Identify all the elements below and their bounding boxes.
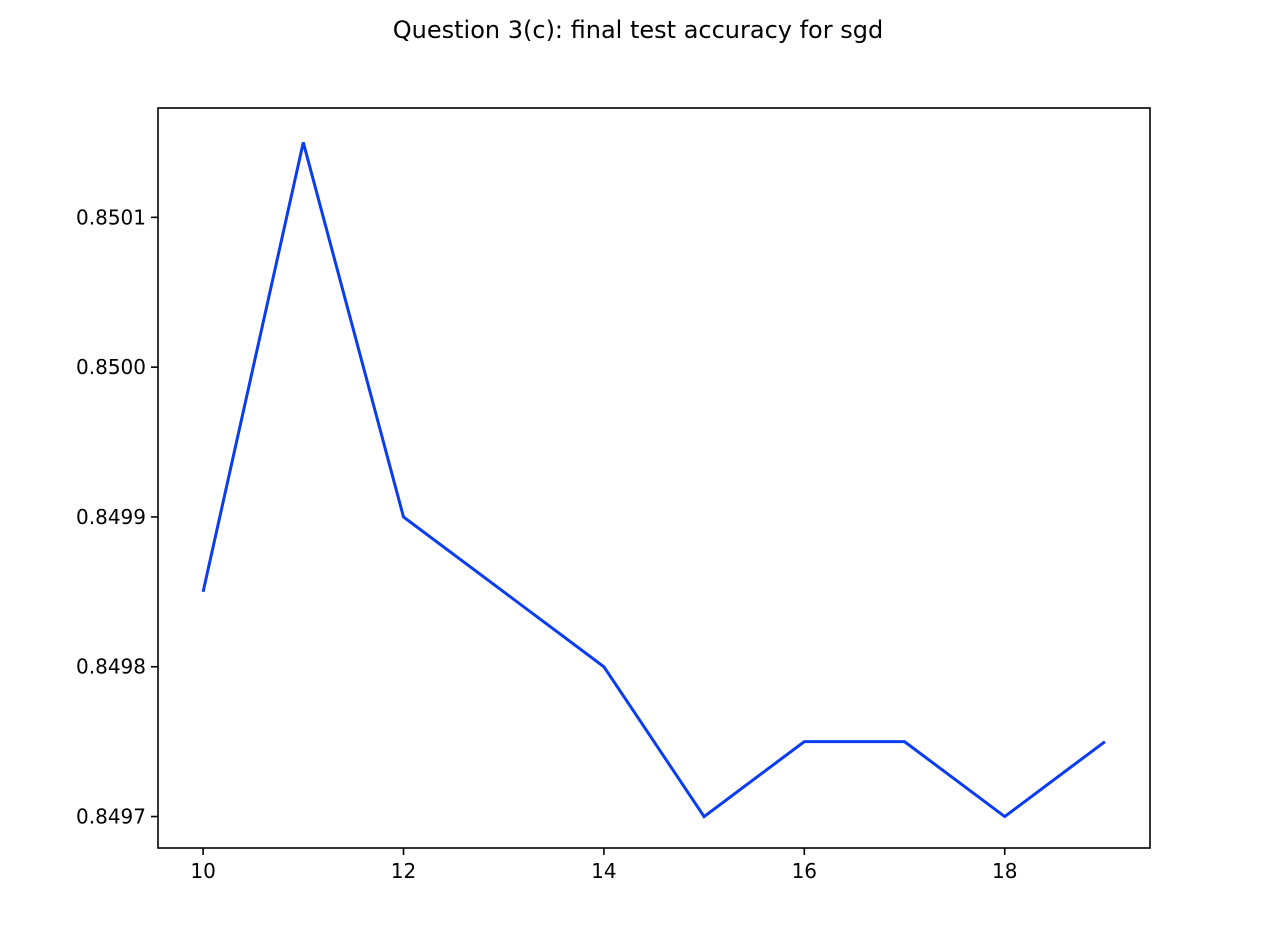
axes-frame xyxy=(157,107,1151,849)
chart-title: Question 3(c): final test accuracy for s… xyxy=(393,16,883,44)
x-tick-label: 14 xyxy=(591,859,616,883)
y-tick-label: 0.8497 xyxy=(76,805,146,829)
x-tick-label: 18 xyxy=(992,859,1017,883)
y-tick-label: 0.8498 xyxy=(76,655,146,679)
plot-area: 10 12 14 16 18 0.8497 0.8498 0.8499 0.8500 0.8501 xyxy=(76,107,1151,883)
y-tick-label: 0.8499 xyxy=(76,505,146,529)
x-tick-label: 16 xyxy=(792,859,817,883)
y-tick-label: 0.8500 xyxy=(76,355,146,379)
y-tick-label: 0.8501 xyxy=(76,205,146,229)
series-line-0 xyxy=(201,142,1106,819)
x-tick-label: 12 xyxy=(391,859,416,883)
x-tick-label: 10 xyxy=(190,859,215,883)
